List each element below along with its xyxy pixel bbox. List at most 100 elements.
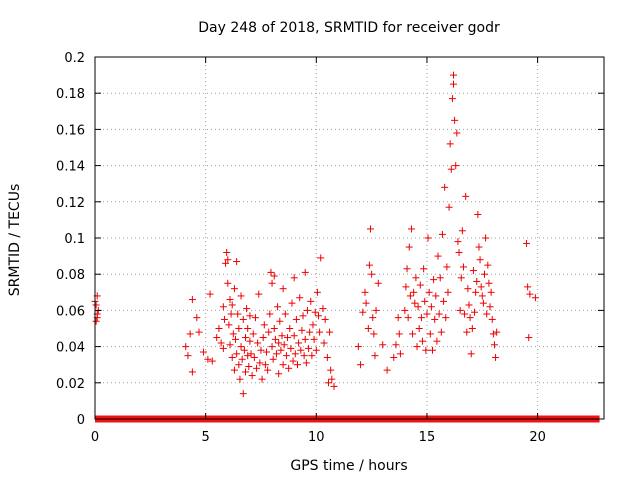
data-point — [240, 346, 248, 354]
data-point — [228, 353, 236, 361]
data-point — [258, 375, 266, 383]
data-point — [465, 301, 473, 309]
data-point — [447, 165, 455, 173]
data-point — [453, 129, 461, 137]
data-point — [430, 276, 438, 284]
data-point — [188, 368, 196, 376]
data-point — [275, 370, 283, 378]
data-point — [480, 270, 488, 278]
data-point — [309, 321, 317, 329]
y-tick-label: 0.12 — [56, 196, 85, 211]
data-point — [492, 353, 500, 361]
data-point — [454, 238, 462, 246]
data-point — [226, 341, 234, 349]
data-point — [235, 361, 243, 369]
y-tick-label: 0.04 — [56, 341, 85, 356]
data-point — [268, 343, 276, 351]
data-point — [255, 290, 263, 298]
data-point — [188, 296, 196, 304]
data-point — [298, 326, 306, 334]
x-tick-label: 15 — [419, 430, 436, 445]
data-point — [401, 306, 409, 314]
data-point — [266, 310, 274, 318]
data-point — [431, 315, 439, 323]
data-point — [482, 234, 490, 242]
data-point — [450, 80, 458, 88]
data-point — [458, 227, 466, 235]
data-point — [265, 328, 273, 336]
data-point — [415, 325, 423, 332]
data-point — [467, 350, 475, 358]
data-point — [441, 183, 449, 191]
data-point — [440, 297, 448, 305]
data-point — [524, 283, 532, 291]
data-point — [326, 328, 334, 336]
data-point — [282, 352, 290, 360]
data-point — [246, 312, 254, 320]
data-point — [300, 352, 308, 360]
data-point — [432, 292, 440, 300]
data-point — [354, 343, 362, 351]
data-points — [91, 71, 539, 398]
data-point — [286, 325, 294, 332]
data-point — [362, 299, 370, 307]
data-point — [271, 335, 279, 343]
data-point — [270, 325, 278, 332]
data-point — [474, 210, 482, 218]
data-point — [247, 350, 255, 358]
data-point — [367, 225, 375, 233]
data-point — [433, 337, 441, 345]
data-point — [275, 339, 283, 347]
data-point — [311, 308, 319, 316]
chart-title: Day 248 of 2018, SRMTID for receiver god… — [198, 20, 500, 36]
data-point — [241, 368, 249, 376]
data-point — [330, 382, 338, 390]
data-point — [257, 346, 265, 354]
data-point — [228, 301, 236, 309]
data-point — [305, 344, 313, 352]
data-point — [493, 328, 501, 336]
data-point — [280, 341, 288, 349]
data-point — [459, 263, 467, 271]
data-point — [224, 279, 232, 287]
data-point — [256, 359, 264, 367]
data-point — [312, 346, 320, 354]
data-point — [420, 265, 428, 273]
data-point — [237, 343, 245, 351]
data-point — [324, 379, 332, 387]
data-point — [236, 375, 244, 383]
data-point — [313, 288, 321, 296]
data-point — [489, 330, 497, 338]
data-point — [410, 288, 418, 296]
data-point — [307, 297, 315, 305]
x-tick-label: 10 — [308, 430, 325, 445]
data-point — [241, 334, 249, 342]
data-point — [435, 310, 443, 318]
data-point — [184, 352, 192, 360]
data-point — [419, 337, 427, 345]
data-point — [254, 339, 262, 347]
data-point — [483, 310, 491, 318]
data-point — [267, 268, 275, 276]
data-point — [233, 258, 241, 266]
data-point — [285, 364, 293, 372]
data-point — [244, 352, 252, 360]
x-tick-label: 20 — [529, 430, 546, 445]
data-point — [215, 325, 223, 332]
data-point — [269, 355, 277, 363]
data-point — [244, 325, 252, 332]
y-tick-label: 0.1 — [64, 232, 85, 247]
data-point — [371, 352, 379, 360]
data-point — [421, 297, 429, 305]
data-point — [261, 361, 269, 369]
data-point — [243, 305, 251, 313]
data-point — [225, 321, 233, 329]
data-point — [434, 252, 442, 260]
data-point — [383, 366, 391, 374]
data-point — [428, 346, 436, 354]
data-point — [488, 315, 496, 323]
data-point — [443, 263, 451, 271]
data-point — [278, 332, 286, 340]
y-tick-label: 0.14 — [56, 160, 85, 175]
